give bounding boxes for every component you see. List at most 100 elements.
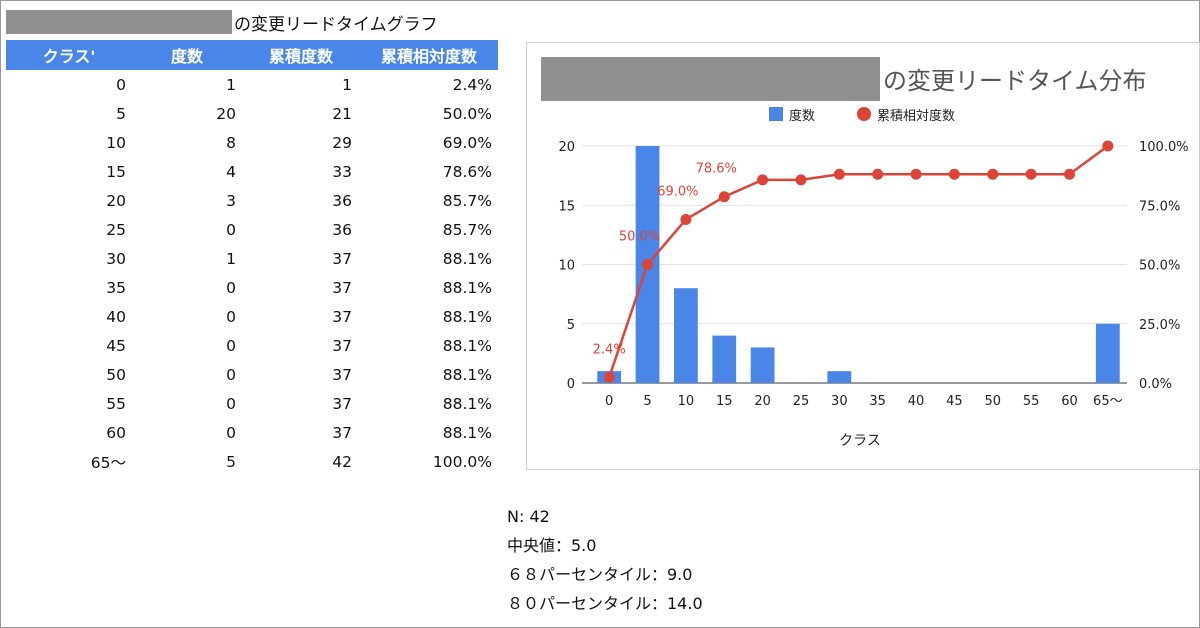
cell-relative: 85.7% [442, 220, 492, 239]
legend-label-cumulative: 累積相対度数 [877, 108, 955, 124]
cell-cumulative: 42 [332, 452, 352, 471]
x-tick: 35 [869, 394, 886, 409]
y-tick-left: 10 [558, 259, 575, 274]
cell-relative: 100.0% [432, 452, 492, 471]
stat-median: 中央値：5.0 [507, 536, 597, 555]
table-row: 65〜 5 42 100.0% [6, 447, 498, 476]
cell-class: 55 [106, 394, 126, 413]
line-point [757, 174, 769, 186]
cell-cumulative: 29 [332, 133, 352, 152]
cell-relative: 50.0% [442, 104, 492, 123]
table-row: 5 20 21 50.0% [6, 99, 498, 128]
line-point [833, 168, 845, 180]
cell-frequency: 1 [226, 75, 236, 94]
cumulative-line [607, 144, 1109, 378]
y-tick-left: 0 [567, 377, 575, 392]
line-point [872, 168, 884, 180]
cell-relative: 78.6% [442, 162, 492, 181]
chart-title: の変更リードタイム分布 [883, 67, 1147, 95]
stat-p68: ６８パーセンタイル：9.0 [507, 565, 693, 584]
summary-stats: N: 42 中央値：5.0 ６８パーセンタイル：9.0 ８０パーセンタイル：14… [507, 502, 703, 618]
x-axis: 0 5 10 15 20 25 30 35 40 45 50 55 60 65〜 [605, 394, 1123, 409]
cell-relative: 88.1% [442, 336, 492, 355]
redacted-block [6, 10, 232, 34]
cell-frequency: 1 [226, 249, 236, 268]
y-tick-right: 25.0% [1139, 318, 1180, 333]
line-point [795, 174, 807, 186]
line-point [910, 168, 922, 180]
table-row: 60 0 37 88.1% [6, 418, 498, 447]
line-point [1025, 168, 1037, 180]
stat-n: N: 42 [507, 507, 550, 526]
table-row: 55 0 37 88.1% [6, 389, 498, 418]
chart-container: の変更リードタイム分布 度数 累積相対度数 0 5 10 15 20 0.0% 25.0%… [526, 42, 1200, 470]
table-row: 50 0 37 88.1% [6, 360, 498, 389]
y-tick-left: 15 [558, 199, 575, 214]
x-tick: 25 [793, 394, 810, 409]
table-row: 40 0 37 88.1% [6, 302, 498, 331]
table-row: 35 0 37 88.1% [6, 273, 498, 302]
cell-relative: 88.1% [442, 249, 492, 268]
cell-frequency: 20 [216, 104, 236, 123]
y-axis-left: 0 5 10 15 20 [558, 140, 575, 392]
data-labels: 2.4% 50.0% 69.0% 78.6% [593, 162, 737, 358]
cell-frequency: 4 [226, 162, 236, 181]
frequency-table: クラス' 度数 累積度数 累積相対度数 0 1 1 2.4% 5 20 21 50.0% 1… [6, 40, 498, 476]
line-point [603, 371, 615, 383]
cell-frequency: 0 [226, 220, 236, 239]
cell-cumulative: 33 [332, 162, 352, 181]
bar [712, 335, 737, 383]
cell-frequency: 0 [226, 278, 236, 297]
cell-cumulative: 21 [332, 104, 352, 123]
cell-frequency: 0 [226, 394, 236, 413]
x-tick: 65〜 [1093, 394, 1123, 409]
bar [750, 347, 775, 383]
data-label: 69.0% [657, 184, 698, 199]
chart-title-redacted-block [541, 57, 880, 101]
sheet-title: の変更リードタイムグラフ [6, 10, 438, 35]
header-class: クラス' [42, 47, 96, 66]
cell-class: 50 [106, 365, 126, 384]
cell-frequency: 0 [226, 365, 236, 384]
bar [827, 371, 852, 383]
cell-cumulative: 37 [332, 394, 352, 413]
header-cumulative-frequency: 累積度数 [268, 47, 333, 66]
cell-frequency: 8 [226, 133, 236, 152]
cell-cumulative: 36 [332, 220, 352, 239]
cell-class: 0 [116, 75, 126, 94]
x-tick: 5 [643, 394, 651, 409]
cell-class: 65〜 [90, 453, 126, 472]
cell-relative: 88.1% [442, 423, 492, 442]
table-row: 30 1 37 88.1% [6, 244, 498, 273]
bar [674, 288, 698, 383]
line-point [948, 168, 960, 180]
cell-relative: 88.1% [442, 278, 492, 297]
cell-frequency: 0 [226, 307, 236, 326]
x-tick: 55 [1023, 394, 1040, 409]
y-tick-right: 50.0% [1139, 259, 1180, 274]
data-label: 78.6% [696, 162, 737, 177]
cell-frequency: 3 [226, 191, 236, 210]
bar [1095, 323, 1120, 383]
cell-class: 30 [106, 249, 126, 268]
cell-cumulative: 37 [332, 249, 352, 268]
legend-swatch-cumulative [857, 107, 871, 121]
line-point [1102, 140, 1114, 152]
cell-class: 60 [106, 423, 126, 442]
legend-swatch-frequency [769, 107, 783, 121]
y-tick-right: 75.0% [1139, 199, 1180, 214]
cell-class: 25 [106, 220, 126, 239]
cell-cumulative: 37 [332, 423, 352, 442]
y-tick-right: 0.0% [1139, 377, 1172, 392]
cell-class: 10 [106, 133, 126, 152]
cell-class: 40 [106, 307, 126, 326]
header-cumulative-relative: 累積相対度数 [380, 47, 477, 66]
table-row: 10 8 29 69.0% [6, 128, 498, 157]
line-point [642, 259, 654, 270]
cell-class: 20 [106, 191, 126, 210]
cell-class: 45 [106, 336, 126, 355]
y-tick-left: 20 [558, 140, 575, 155]
cell-class: 35 [106, 278, 126, 297]
line-point [987, 168, 999, 180]
table-row: 25 0 36 85.7% [6, 215, 498, 244]
